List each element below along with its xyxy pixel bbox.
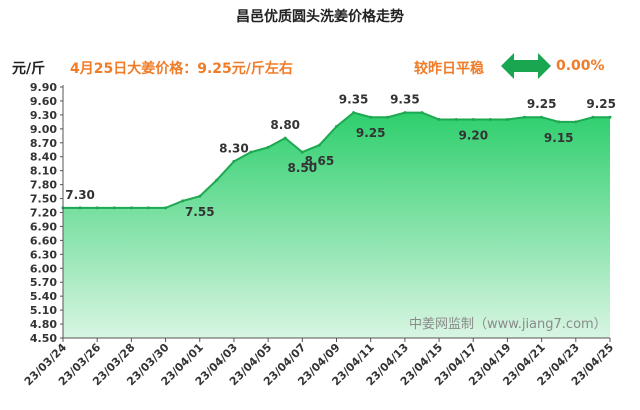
y-tick-label: 5.70 <box>30 276 57 289</box>
data-point <box>352 111 356 115</box>
y-tick-label: 7.20 <box>30 207 57 220</box>
y-tick-label: 4.50 <box>30 332 57 345</box>
data-point <box>249 150 253 154</box>
y-tick-label: 8.40 <box>30 151 57 164</box>
data-label: 7.30 <box>65 188 95 202</box>
watermark: 中姜网监制（www.jiang7.com） <box>409 317 607 332</box>
y-tick-label: 5.10 <box>30 304 57 317</box>
trend-change: 0.00% <box>556 58 605 74</box>
y-axis-unit: 元/斤 <box>12 61 46 77</box>
data-point <box>403 111 407 115</box>
data-point <box>335 125 338 128</box>
data-label: 9.15 <box>544 131 574 145</box>
data-label: 8.80 <box>270 118 300 132</box>
y-tick-label: 8.10 <box>30 165 57 178</box>
trend-label: 较昨日平稳 <box>414 61 484 77</box>
data-point <box>232 159 236 163</box>
price-note: 4月25日大姜价格：9.25元/斤左右 <box>70 61 293 77</box>
y-tick-label: 6.00 <box>30 262 57 275</box>
data-point <box>369 115 373 119</box>
data-point <box>112 206 116 210</box>
data-label: 9.25 <box>586 97 616 111</box>
data-label: 8.50 <box>288 161 318 175</box>
data-point <box>266 145 270 149</box>
data-label: 8.30 <box>219 141 249 155</box>
data-point <box>540 115 544 119</box>
data-point <box>215 178 219 182</box>
data-label: 9.35 <box>339 93 369 107</box>
data-point <box>283 136 287 140</box>
data-point <box>181 199 185 203</box>
data-point <box>317 143 321 147</box>
data-point <box>454 118 458 121</box>
y-tick-label: 5.40 <box>30 290 57 303</box>
y-tick-label: 6.30 <box>30 248 57 261</box>
y-tick-label: 9.30 <box>30 109 57 122</box>
data-point <box>591 115 595 119</box>
data-label: 7.55 <box>185 205 215 219</box>
y-tick-label: 6.60 <box>30 234 57 247</box>
data-label: 9.25 <box>527 97 557 111</box>
y-tick-label: 9.90 <box>30 81 57 94</box>
chart-title: 昌邑优质圆头洗姜价格走势 <box>236 9 404 25</box>
y-tick-label: 7.80 <box>30 179 57 192</box>
data-point <box>95 206 99 210</box>
data-point <box>488 118 492 121</box>
data-point <box>129 206 133 210</box>
data-label: 9.25 <box>356 126 386 140</box>
data-point <box>574 120 578 124</box>
data-label: 9.35 <box>390 93 420 107</box>
data-point <box>300 150 304 154</box>
data-point <box>78 206 82 210</box>
data-point <box>523 115 526 119</box>
data-label: 9.20 <box>458 129 488 143</box>
data-point <box>164 206 168 210</box>
data-point <box>198 194 202 198</box>
data-point <box>437 118 441 121</box>
data-point <box>471 118 475 121</box>
y-tick-label: 6.90 <box>30 220 57 233</box>
series-area <box>63 112 610 338</box>
data-point <box>608 115 612 119</box>
data-point <box>505 118 509 121</box>
y-tick-label: 8.70 <box>30 137 57 150</box>
data-point <box>147 206 150 210</box>
y-tick-label: 4.80 <box>30 318 57 331</box>
y-tick-label: 7.50 <box>30 193 57 206</box>
double-arrow-icon <box>501 53 551 79</box>
data-point <box>386 115 390 119</box>
data-label: 8.65 <box>305 154 335 168</box>
data-point <box>420 111 424 115</box>
y-tick-label: 9.60 <box>30 95 57 108</box>
data-point <box>557 120 561 124</box>
y-tick-label: 9.00 <box>30 123 57 136</box>
